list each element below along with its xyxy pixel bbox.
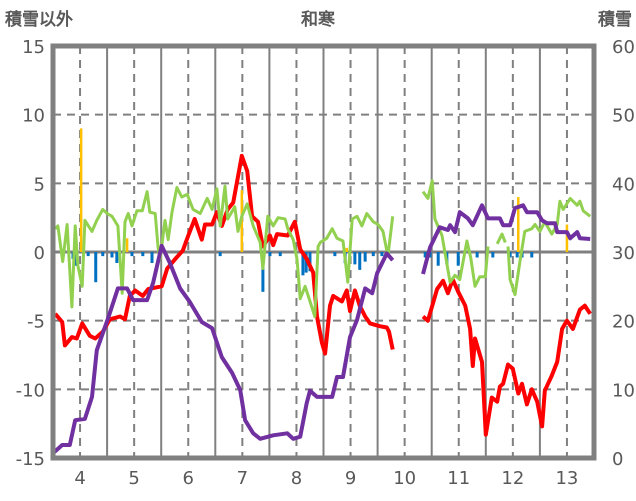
right-tick-label: 0 — [612, 449, 623, 470]
blue-bar — [358, 252, 362, 270]
blue-bar — [456, 252, 460, 266]
x-tick-label: 12 — [501, 468, 524, 489]
bars — [71, 128, 569, 292]
x-tick-label: 5 — [128, 468, 139, 489]
right-axis-title: 積雪 — [598, 9, 632, 30]
blue-bar — [150, 252, 154, 263]
blue-bar — [268, 252, 272, 257]
yellow-bar — [517, 197, 520, 252]
blue-bar — [101, 252, 105, 257]
x-tick-label: 13 — [555, 468, 578, 489]
purple-series-line — [51, 203, 591, 455]
blue-bar — [475, 252, 479, 258]
blue-bar — [86, 252, 90, 257]
x-tick-label: 4 — [74, 468, 85, 489]
series-lines — [51, 153, 592, 455]
blue-bar — [130, 252, 134, 257]
blue-bar — [436, 252, 440, 266]
blue-bar — [423, 252, 427, 258]
chart-title: 和寒 — [301, 9, 335, 30]
blue-bar — [141, 252, 145, 257]
blue-bar — [363, 252, 367, 262]
blue-bar — [333, 252, 337, 257]
right-tick-label: 40 — [612, 174, 635, 195]
right-tick-label: 20 — [612, 312, 635, 333]
x-tick-label: 7 — [237, 468, 248, 489]
yellow-bar — [345, 247, 349, 252]
right-tick-label: 50 — [612, 106, 635, 127]
blue-bar — [278, 252, 282, 257]
left-tick-label: 10 — [22, 106, 45, 127]
x-tick-label: 9 — [345, 468, 356, 489]
blue-bar — [491, 252, 495, 258]
left-tick-label: -5 — [27, 312, 45, 333]
x-tick-label: 10 — [393, 468, 416, 489]
left-tick-label: -10 — [16, 380, 45, 401]
blue-bar — [218, 252, 222, 257]
red-series-line — [53, 153, 592, 437]
blue-bar — [301, 252, 305, 276]
left-tick-label: -15 — [16, 449, 45, 470]
blue-bar — [353, 252, 357, 265]
green-series-line — [54, 179, 592, 318]
plot-frame — [50, 43, 597, 461]
blue-bar — [115, 252, 119, 263]
blue-bar — [508, 252, 512, 258]
blue-bar — [110, 252, 114, 258]
blue-bar — [380, 252, 384, 257]
x-tick-label: 6 — [183, 468, 194, 489]
left-tick-label: 15 — [22, 37, 45, 58]
yellow-bar — [565, 224, 569, 252]
x-tick-label: 8 — [291, 468, 302, 489]
left-tick-label: 5 — [34, 174, 45, 195]
x-tick-label: 11 — [447, 468, 470, 489]
right-tick-label: 60 — [612, 37, 635, 58]
left-axis-title: 積雪以外 — [5, 9, 73, 30]
blue-bar — [515, 252, 519, 258]
right-tick-label: 10 — [612, 380, 635, 401]
plot-border — [50, 43, 597, 461]
blue-bar — [371, 252, 375, 257]
blue-bar — [530, 252, 534, 258]
yellow-bar — [79, 128, 83, 252]
yellow-bar — [125, 238, 129, 252]
blue-bar — [94, 252, 98, 283]
left-tick-label: 0 — [34, 243, 45, 264]
blue-bar — [261, 252, 265, 292]
right-tick-label: 30 — [612, 243, 635, 264]
